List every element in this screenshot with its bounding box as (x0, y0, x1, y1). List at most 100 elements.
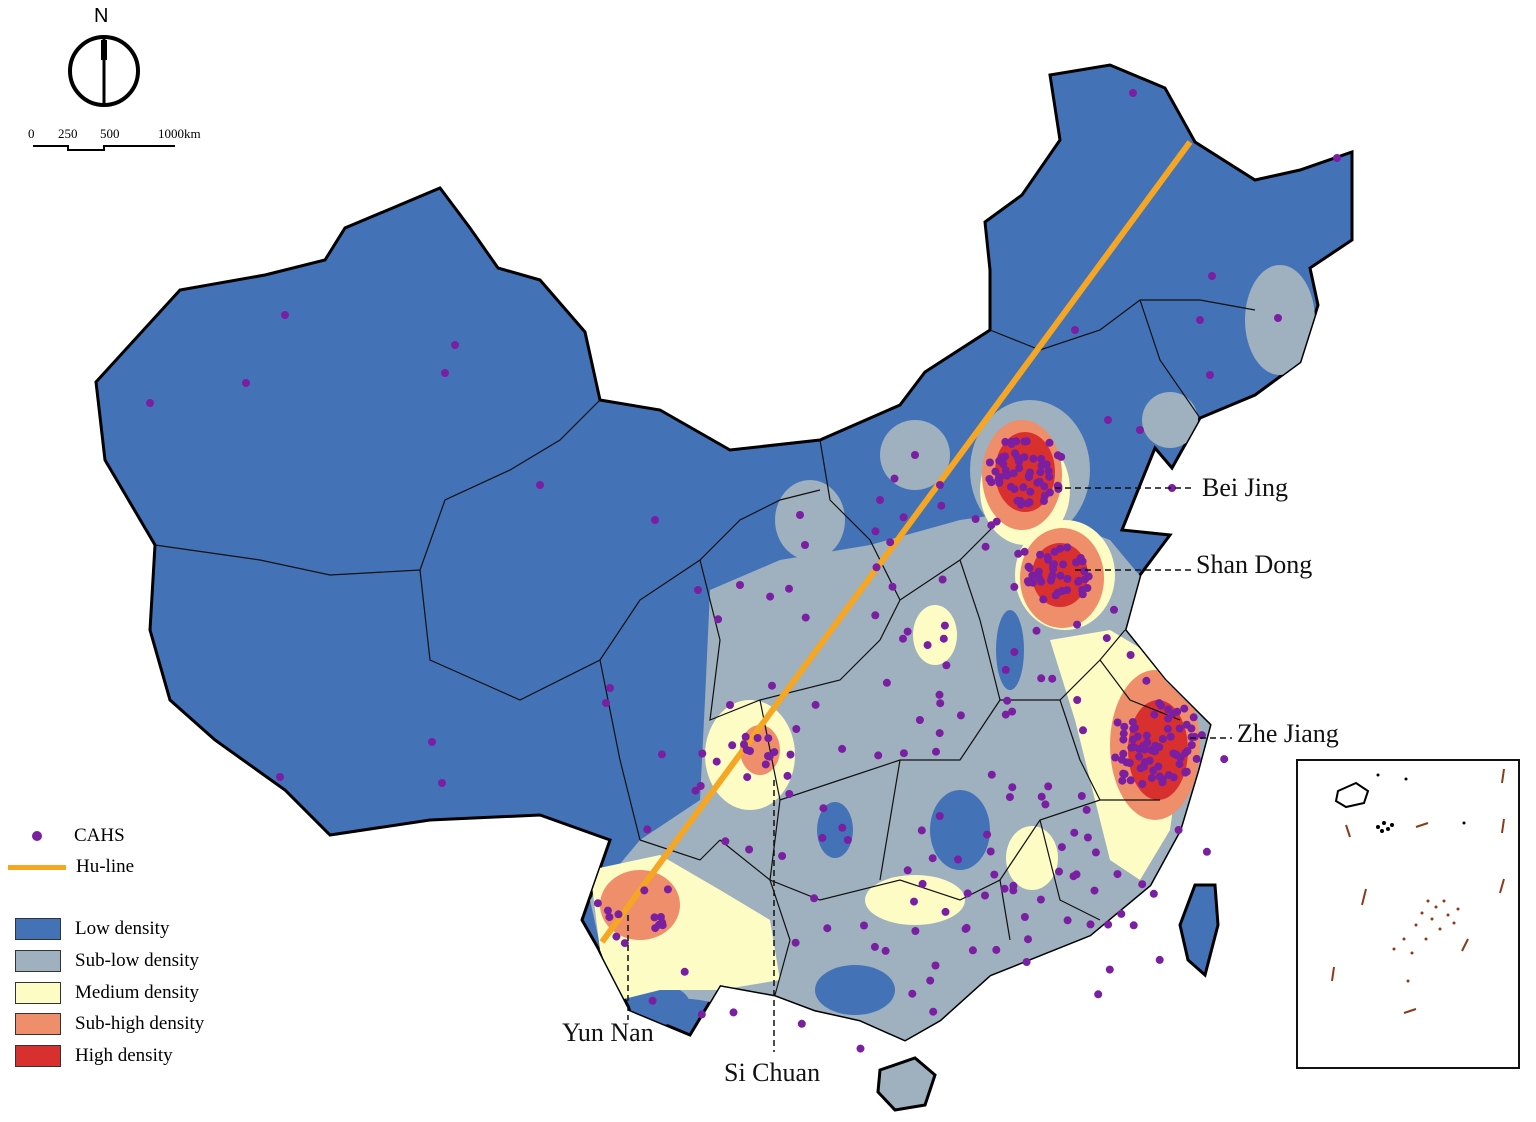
cahs-point (1000, 884, 1009, 893)
cahs-point (991, 467, 1000, 476)
cahs-point (1037, 792, 1046, 801)
cahs-point (766, 592, 775, 601)
cahs-point (996, 473, 1004, 482)
cahs-point (726, 701, 734, 709)
cahs-point (1119, 729, 1128, 738)
cahs-point (785, 790, 794, 798)
cahs-point (1197, 731, 1206, 740)
cahs-point (899, 749, 908, 758)
cahs-point (1113, 870, 1122, 879)
cahs-point (691, 786, 700, 795)
cahs-point (1158, 735, 1167, 743)
cahs-point (971, 515, 980, 523)
cahs-point (1133, 732, 1142, 741)
cahs-point (987, 521, 996, 530)
cahs-point (941, 907, 950, 916)
cahs-point (882, 678, 891, 687)
cahs-point (1139, 741, 1148, 750)
cahs-points (146, 89, 1341, 1053)
cahs-point (1063, 586, 1072, 595)
cahs-point (742, 745, 751, 754)
cahs-point (1039, 595, 1048, 604)
cahs-point (451, 341, 459, 349)
cahs-point (1042, 460, 1051, 469)
cahs-point (915, 716, 924, 724)
cahs-point (935, 729, 944, 738)
cahs-point (881, 946, 890, 955)
callout-si-chuan: Si Chuan (724, 1058, 821, 1087)
cahs-point (1082, 805, 1091, 814)
cahs-point (1126, 651, 1135, 659)
cahs-point (1069, 872, 1078, 881)
cahs-point (990, 870, 999, 879)
cahs-point (1041, 800, 1050, 809)
cahs-point (786, 750, 795, 759)
cahs-point (911, 927, 920, 935)
cahs-point (764, 734, 773, 743)
cahs-point (985, 458, 994, 467)
legend-sub-low-density-label: Sub-low density (75, 950, 200, 971)
cahs-point (819, 804, 828, 813)
north-arrow-symbol (68, 35, 140, 107)
cahs-point (1127, 743, 1136, 752)
cahs-point (987, 770, 996, 779)
cahs-point (1001, 437, 1010, 446)
cahs-point (956, 711, 965, 720)
cahs-point (1008, 707, 1017, 716)
cahs-point (1055, 867, 1063, 876)
cahs-point (663, 885, 672, 894)
cahs-point (1063, 543, 1072, 552)
cahs-point (785, 584, 793, 593)
cahs-point (1026, 487, 1035, 496)
cahs-point (1150, 710, 1159, 719)
cahs-point (1037, 454, 1046, 463)
cahs-point (428, 738, 436, 746)
cahs-point (1076, 554, 1085, 562)
cahs-point (1176, 753, 1185, 762)
scale-label-250: 250 (58, 126, 78, 141)
cahs-point (1274, 314, 1282, 322)
cahs-point (1080, 567, 1089, 576)
cahs-point (886, 538, 895, 547)
cahs-dot-icon (32, 831, 42, 841)
cahs-point (1079, 726, 1087, 735)
cahs-point (923, 641, 932, 650)
cahs-point (1057, 843, 1066, 852)
cahs-point (602, 699, 610, 707)
cahs-point (888, 582, 897, 591)
medium-density-swatch (15, 982, 61, 1004)
cahs-point (714, 615, 723, 624)
cahs-point (728, 741, 737, 750)
cahs-point (768, 681, 776, 690)
cahs-point (1020, 547, 1029, 556)
cahs-point (753, 734, 762, 742)
cahs-point (929, 1007, 938, 1016)
cahs-point (1012, 437, 1021, 446)
scale-label-1000km: 1000km (158, 126, 201, 141)
cahs-point (1083, 833, 1092, 842)
cahs-point (643, 825, 652, 834)
cahs-point (1020, 913, 1029, 921)
cahs-point (823, 924, 832, 933)
cahs-point (1102, 634, 1111, 643)
cahs-point (1009, 886, 1018, 895)
legend-sub-low-density: Sub-low density (8, 950, 199, 972)
cahs-point (797, 1019, 806, 1028)
cahs-point (1090, 886, 1099, 895)
cahs-point (931, 961, 940, 970)
cahs-point (620, 939, 629, 948)
cahs-point (1192, 754, 1201, 763)
cahs-point (1168, 709, 1177, 718)
cahs-point (605, 913, 614, 922)
cahs-point (1202, 847, 1211, 856)
cahs-point (1110, 605, 1118, 614)
cahs-point (1053, 451, 1062, 460)
cahs-point (741, 732, 750, 741)
cahs-point (874, 751, 883, 760)
cahs-point (281, 311, 289, 319)
cahs-point (1138, 880, 1147, 889)
cahs-point (1029, 454, 1038, 463)
cahs-point (983, 830, 992, 839)
cahs-point (680, 967, 689, 976)
